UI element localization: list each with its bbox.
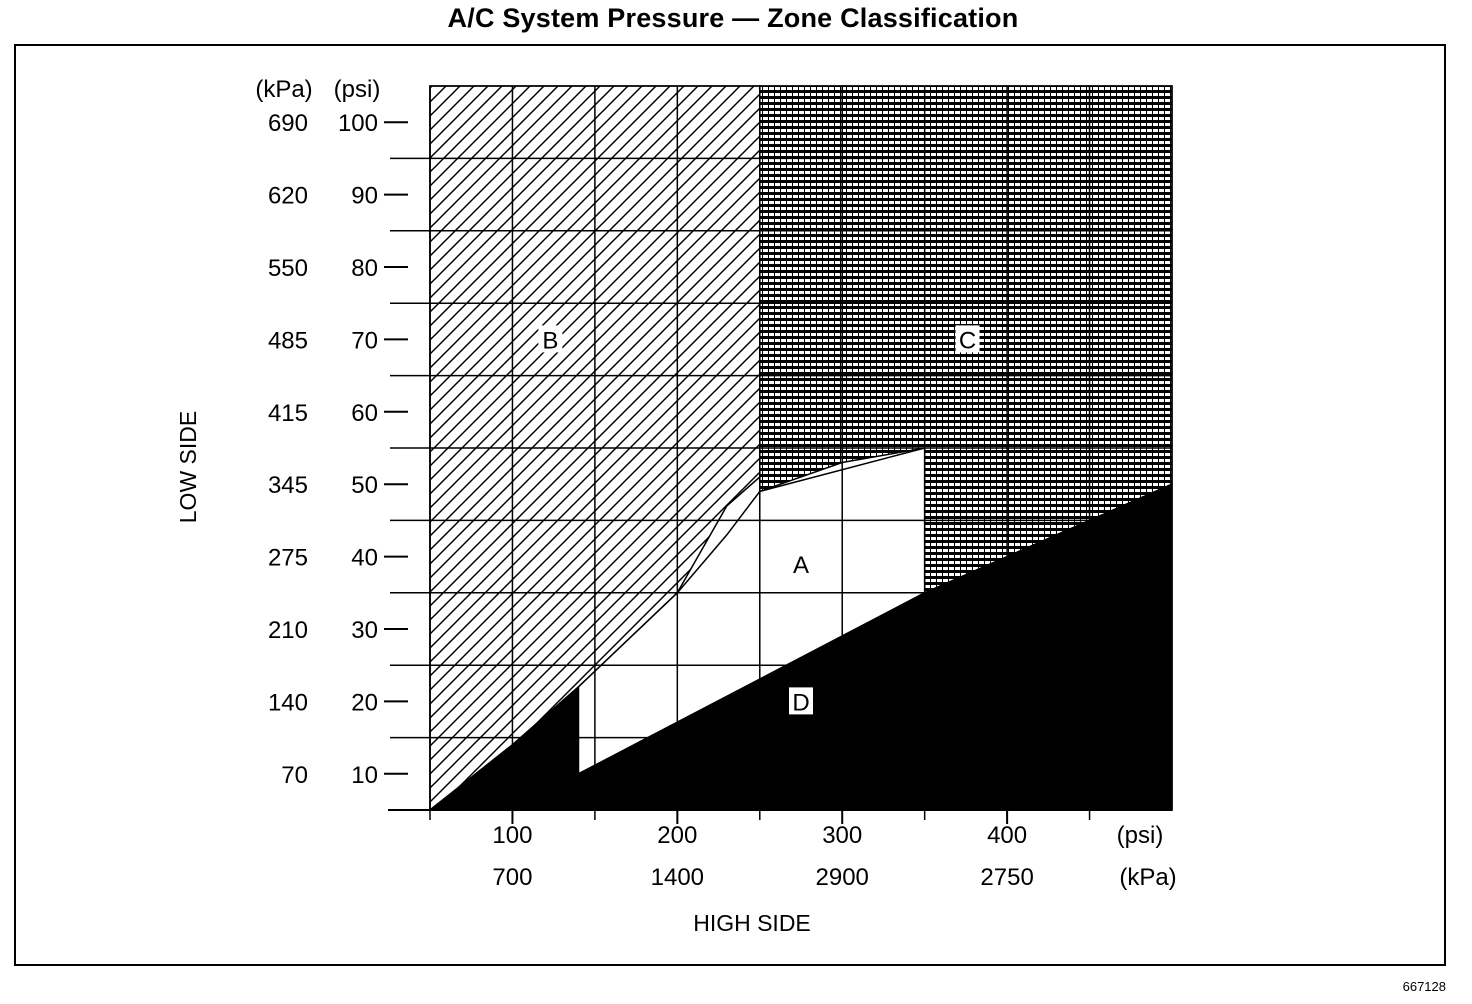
y-tick-label-psi: 80 xyxy=(351,255,378,282)
x-tick-label-psi: 200 xyxy=(657,822,697,849)
y-tick-label-psi: 70 xyxy=(351,327,378,354)
x-tick-label-kpa: 1400 xyxy=(651,864,704,891)
x-tick-label-kpa: 700 xyxy=(492,864,532,891)
zone-d-label-box xyxy=(789,687,813,715)
zone-c-label: C xyxy=(959,327,976,354)
zone-b-label-box xyxy=(538,325,563,353)
y-unit-psi-header: (psi) xyxy=(334,76,381,103)
y-tick-label-psi: 100 xyxy=(338,110,378,137)
y-tick-label-kpa: 550 xyxy=(268,255,308,282)
y-tick-label-psi: 10 xyxy=(351,762,378,789)
outer-frame xyxy=(14,44,1446,966)
y-tick-label-psi: 60 xyxy=(351,400,378,427)
x-tick-label-psi: 300 xyxy=(822,822,862,849)
y-tick-label-kpa: 485 xyxy=(268,327,308,354)
x-axis-title: HIGH SIDE xyxy=(693,910,811,936)
x-tick-label-kpa: 2750 xyxy=(980,864,1033,891)
x-unit-kpa-label: (kPa) xyxy=(1119,864,1176,891)
y-tick-label-kpa: 415 xyxy=(268,400,308,427)
y-tick-label-kpa: 275 xyxy=(268,545,308,572)
x-unit-psi-label: (psi) xyxy=(1117,822,1164,849)
y-tick-label-kpa: 345 xyxy=(268,472,308,499)
y-tick-label-kpa: 690 xyxy=(268,110,308,137)
x-tick-label-psi: 100 xyxy=(492,822,532,849)
y-tick-label-psi: 90 xyxy=(351,183,378,210)
labels-layer: 10 70 20 140 30 210 40 275 50 345 60 415 70 485 80 550 9… xyxy=(268,110,1034,891)
axes-layer xyxy=(384,85,1173,824)
zone-b-label: B xyxy=(542,327,558,354)
x-tick-label-kpa: 2900 xyxy=(816,864,869,891)
y-tick-label-kpa: 210 xyxy=(268,617,308,644)
plot-border xyxy=(429,85,1173,811)
y-axis-title: LOW SIDE xyxy=(175,411,201,523)
y-tick-label-psi: 30 xyxy=(351,617,378,644)
y-tick-label-kpa: 70 xyxy=(281,762,308,789)
zone-d-label: D xyxy=(792,689,809,716)
zone-c-label-box xyxy=(955,325,980,353)
y-unit-kpa-header: (kPa) xyxy=(255,76,312,103)
zone-a-label: A xyxy=(793,552,809,579)
y-tick-label-kpa: 620 xyxy=(268,183,308,210)
y-tick-label-psi: 20 xyxy=(351,689,378,716)
x-tick-label-psi: 400 xyxy=(987,822,1027,849)
y-tick-label-kpa: 140 xyxy=(268,689,308,716)
chart-title: A/C System Pressure — Zone Classificatio… xyxy=(447,3,1019,33)
figure-id: 667128 xyxy=(1402,979,1446,994)
y-tick-label-psi: 50 xyxy=(351,472,378,499)
y-tick-label-psi: 40 xyxy=(351,545,378,572)
